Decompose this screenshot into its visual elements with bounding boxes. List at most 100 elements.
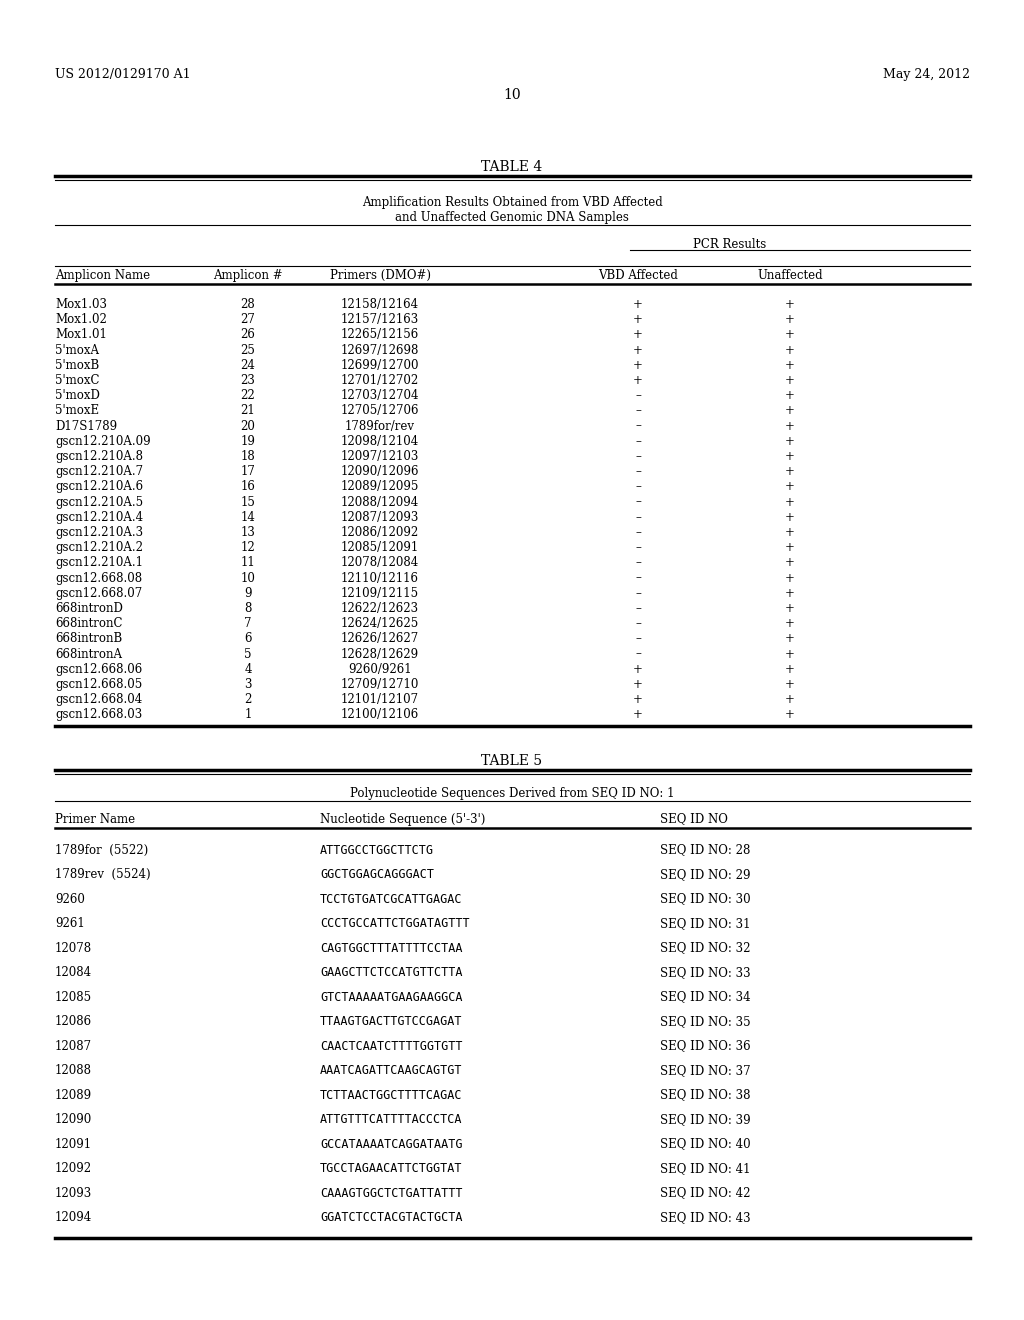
Text: –: – — [635, 511, 641, 524]
Text: –: – — [635, 525, 641, 539]
Text: gscn12.668.07: gscn12.668.07 — [55, 587, 142, 599]
Text: 12265/12156: 12265/12156 — [341, 329, 419, 342]
Text: 12089/12095: 12089/12095 — [341, 480, 419, 494]
Text: 17: 17 — [241, 465, 255, 478]
Text: 12110/12116: 12110/12116 — [341, 572, 419, 585]
Text: May 24, 2012: May 24, 2012 — [883, 69, 970, 81]
Text: SEQ ID NO: 38: SEQ ID NO: 38 — [660, 1089, 751, 1102]
Text: 12622/12623: 12622/12623 — [341, 602, 419, 615]
Text: GAAGCTTCTCCATGTTCTTA: GAAGCTTCTCCATGTTCTTA — [319, 966, 463, 979]
Text: CAAAGTGGCTCTGATTATTT: CAAAGTGGCTCTGATTATTT — [319, 1187, 463, 1200]
Text: gscn12.210A.1: gscn12.210A.1 — [55, 557, 143, 569]
Text: 1789for/rev: 1789for/rev — [345, 420, 415, 433]
Text: SEQ ID NO: 35: SEQ ID NO: 35 — [660, 1015, 751, 1028]
Text: +: + — [785, 404, 795, 417]
Text: +: + — [785, 389, 795, 403]
Text: 12093: 12093 — [55, 1187, 92, 1200]
Text: 27: 27 — [241, 313, 255, 326]
Text: 12092: 12092 — [55, 1162, 92, 1175]
Text: –: – — [635, 389, 641, 403]
Text: +: + — [785, 298, 795, 312]
Text: gscn12.210A.3: gscn12.210A.3 — [55, 525, 143, 539]
Text: SEQ ID NO: 40: SEQ ID NO: 40 — [660, 1138, 751, 1151]
Text: 12086: 12086 — [55, 1015, 92, 1028]
Text: 10: 10 — [503, 88, 521, 102]
Text: 12089: 12089 — [55, 1089, 92, 1102]
Text: SEQ ID NO: 43: SEQ ID NO: 43 — [660, 1212, 751, 1224]
Text: 1789rev  (5524): 1789rev (5524) — [55, 869, 151, 882]
Text: –: – — [635, 495, 641, 508]
Text: 5'moxA: 5'moxA — [55, 343, 99, 356]
Text: ATTGGCCTGGCTTCTG: ATTGGCCTGGCTTCTG — [319, 843, 434, 857]
Text: +: + — [785, 632, 795, 645]
Text: SEQ ID NO: 42: SEQ ID NO: 42 — [660, 1187, 751, 1200]
Text: 12097/12103: 12097/12103 — [341, 450, 419, 463]
Text: GCCATAAAATCAGGATAATG: GCCATAAAATCAGGATAATG — [319, 1138, 463, 1151]
Text: gscn12.668.06: gscn12.668.06 — [55, 663, 142, 676]
Text: 12: 12 — [241, 541, 255, 554]
Text: TCTTAACTGGCTTTTCAGAC: TCTTAACTGGCTTTTCAGAC — [319, 1089, 463, 1102]
Text: –: – — [635, 480, 641, 494]
Text: 5'moxC: 5'moxC — [55, 374, 99, 387]
Text: 10: 10 — [241, 572, 255, 585]
Text: CCCTGCCATTCTGGATAGTTT: CCCTGCCATTCTGGATAGTTT — [319, 917, 470, 931]
Text: 9261: 9261 — [55, 917, 85, 931]
Text: 12157/12163: 12157/12163 — [341, 313, 419, 326]
Text: Unaffected: Unaffected — [757, 269, 823, 282]
Text: SEQ ID NO: 31: SEQ ID NO: 31 — [660, 917, 751, 931]
Text: Amplicon #: Amplicon # — [213, 269, 283, 282]
Text: –: – — [635, 632, 641, 645]
Text: Mox1.03: Mox1.03 — [55, 298, 106, 312]
Text: 9260: 9260 — [55, 892, 85, 906]
Text: CAGTGGCTTTATTTTCCTAA: CAGTGGCTTTATTTTCCTAA — [319, 941, 463, 954]
Text: +: + — [633, 693, 643, 706]
Text: +: + — [785, 618, 795, 630]
Text: +: + — [785, 648, 795, 660]
Text: D17S1789: D17S1789 — [55, 420, 117, 433]
Text: 12109/12115: 12109/12115 — [341, 587, 419, 599]
Text: SEQ ID NO: 41: SEQ ID NO: 41 — [660, 1162, 751, 1175]
Text: –: – — [635, 434, 641, 447]
Text: +: + — [785, 602, 795, 615]
Text: +: + — [785, 525, 795, 539]
Text: +: + — [785, 495, 795, 508]
Text: SEQ ID NO: 36: SEQ ID NO: 36 — [660, 1040, 751, 1052]
Text: +: + — [785, 450, 795, 463]
Text: +: + — [785, 359, 795, 372]
Text: 24: 24 — [241, 359, 255, 372]
Text: gscn12.210A.8: gscn12.210A.8 — [55, 450, 143, 463]
Text: –: – — [635, 541, 641, 554]
Text: 12699/12700: 12699/12700 — [341, 359, 419, 372]
Text: GGATCTCCTACGTACTGCTA: GGATCTCCTACGTACTGCTA — [319, 1212, 463, 1224]
Text: 12090: 12090 — [55, 1113, 92, 1126]
Text: SEQ ID NO: 39: SEQ ID NO: 39 — [660, 1113, 751, 1126]
Text: 12088/12094: 12088/12094 — [341, 495, 419, 508]
Text: –: – — [635, 420, 641, 433]
Text: 12085/12091: 12085/12091 — [341, 541, 419, 554]
Text: 25: 25 — [241, 343, 255, 356]
Text: gscn12.210A.7: gscn12.210A.7 — [55, 465, 143, 478]
Text: 16: 16 — [241, 480, 255, 494]
Text: 12697/12698: 12697/12698 — [341, 343, 419, 356]
Text: SEQ ID NO: SEQ ID NO — [660, 813, 728, 825]
Text: gscn12.210A.2: gscn12.210A.2 — [55, 541, 143, 554]
Text: gscn12.668.08: gscn12.668.08 — [55, 572, 142, 585]
Text: +: + — [633, 298, 643, 312]
Text: +: + — [633, 678, 643, 690]
Text: 23: 23 — [241, 374, 255, 387]
Text: TGCCTAGAACATTCTGGTAT: TGCCTAGAACATTCTGGTAT — [319, 1162, 463, 1175]
Text: AAATCAGATTCAAGCAGTGT: AAATCAGATTCAAGCAGTGT — [319, 1064, 463, 1077]
Text: +: + — [785, 663, 795, 676]
Text: 12100/12106: 12100/12106 — [341, 709, 419, 722]
Text: 12090/12096: 12090/12096 — [341, 465, 419, 478]
Text: SEQ ID NO: 34: SEQ ID NO: 34 — [660, 990, 751, 1003]
Text: –: – — [635, 404, 641, 417]
Text: 5: 5 — [245, 648, 252, 660]
Text: SEQ ID NO: 30: SEQ ID NO: 30 — [660, 892, 751, 906]
Text: GGCTGGAGCAGGGACT: GGCTGGAGCAGGGACT — [319, 869, 434, 882]
Text: 9260/9261: 9260/9261 — [348, 663, 412, 676]
Text: 11: 11 — [241, 557, 255, 569]
Text: +: + — [785, 693, 795, 706]
Text: 12091: 12091 — [55, 1138, 92, 1151]
Text: –: – — [635, 572, 641, 585]
